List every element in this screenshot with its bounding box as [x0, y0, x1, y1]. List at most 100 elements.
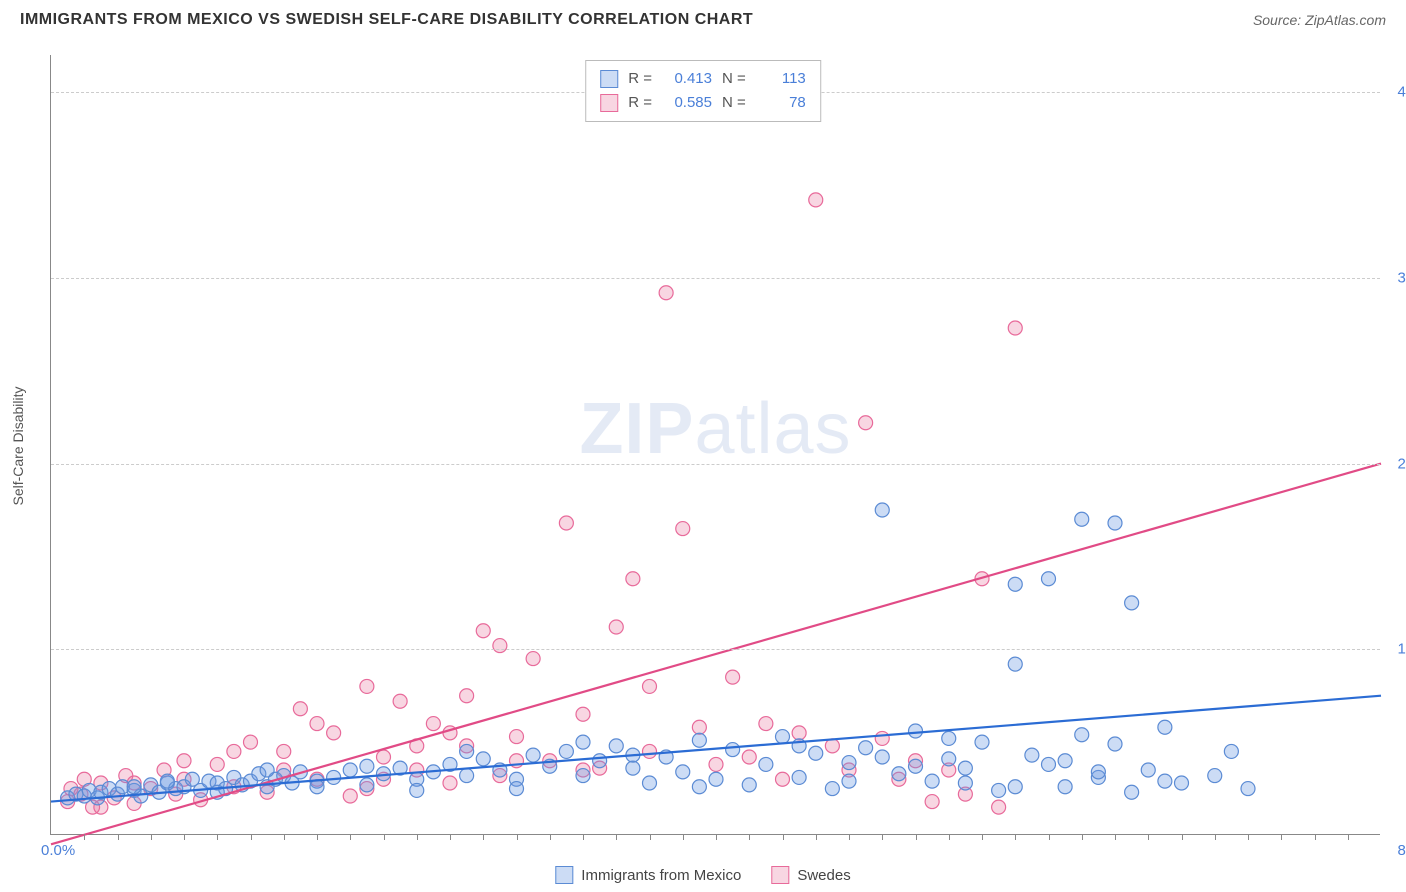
- data-point-blue: [127, 780, 141, 794]
- data-point-pink: [476, 624, 490, 638]
- data-point-blue: [476, 752, 490, 766]
- data-point-blue: [1125, 785, 1139, 799]
- data-point-blue: [1158, 720, 1172, 734]
- y-axis-label: Self-Care Disability: [10, 386, 26, 505]
- data-point-blue: [1058, 754, 1072, 768]
- data-point-blue: [460, 744, 474, 758]
- data-point-blue: [343, 763, 357, 777]
- data-point-pink: [692, 720, 706, 734]
- x-tick: [1049, 834, 1050, 840]
- x-tick: [1215, 834, 1216, 840]
- data-point-blue: [1125, 596, 1139, 610]
- legend-stats-row-blue: R = 0.413 N = 113: [600, 67, 806, 91]
- data-point-blue: [410, 783, 424, 797]
- data-point-blue: [709, 772, 723, 786]
- data-point-blue: [1208, 769, 1222, 783]
- x-tick: [284, 834, 285, 840]
- legend-r-label: R =: [628, 67, 652, 91]
- x-tick: [1115, 834, 1116, 840]
- data-point-blue: [576, 769, 590, 783]
- x-tick: [483, 834, 484, 840]
- data-point-pink: [825, 739, 839, 753]
- legend-r-value-pink: 0.585: [662, 91, 712, 115]
- x-tick: [916, 834, 917, 840]
- data-point-pink: [510, 730, 524, 744]
- data-point-blue: [1025, 748, 1039, 762]
- data-point-pink: [643, 744, 657, 758]
- grid-line: [51, 649, 1380, 650]
- data-point-blue: [360, 759, 374, 773]
- legend-n-value-pink: 78: [756, 91, 806, 115]
- data-point-blue: [842, 756, 856, 770]
- data-point-blue: [892, 767, 906, 781]
- x-tick: [683, 834, 684, 840]
- legend-swatch-blue: [555, 866, 573, 884]
- data-point-pink: [493, 639, 507, 653]
- data-point-pink: [360, 679, 374, 693]
- y-tick-label: 20.0%: [1397, 455, 1406, 472]
- chart-container: IMMIGRANTS FROM MEXICO VS SWEDISH SELF-C…: [0, 0, 1406, 892]
- legend-item-pink: Swedes: [771, 866, 850, 884]
- data-point-pink: [792, 726, 806, 740]
- y-tick-label: 10.0%: [1397, 641, 1406, 658]
- data-point-blue: [1175, 776, 1189, 790]
- data-point-blue: [776, 730, 790, 744]
- x-tick: [217, 834, 218, 840]
- y-tick-label: 30.0%: [1397, 269, 1406, 286]
- data-point-blue: [842, 774, 856, 788]
- x-tick: [417, 834, 418, 840]
- data-point-blue: [792, 770, 806, 784]
- data-point-pink: [393, 694, 407, 708]
- x-tick-label: 0.0%: [41, 842, 75, 859]
- data-point-blue: [909, 724, 923, 738]
- x-tick: [1348, 834, 1349, 840]
- data-point-pink: [244, 735, 258, 749]
- data-point-pink: [742, 750, 756, 764]
- legend-item-blue: Immigrants from Mexico: [555, 866, 741, 884]
- data-point-pink: [925, 795, 939, 809]
- legend-label-blue: Immigrants from Mexico: [581, 867, 741, 884]
- data-point-pink: [576, 707, 590, 721]
- data-point-blue: [1075, 728, 1089, 742]
- data-point-pink: [809, 193, 823, 207]
- chart-svg: [51, 55, 1380, 834]
- data-point-pink: [293, 702, 307, 716]
- data-point-pink: [1008, 321, 1022, 335]
- data-point-pink: [559, 516, 573, 530]
- data-point-pink: [643, 679, 657, 693]
- data-point-pink: [659, 286, 673, 300]
- x-tick: [616, 834, 617, 840]
- data-point-blue: [609, 739, 623, 753]
- x-tick: [1281, 834, 1282, 840]
- y-tick-label: 40.0%: [1397, 84, 1406, 101]
- x-tick: [550, 834, 551, 840]
- data-point-pink: [859, 416, 873, 430]
- data-point-pink: [277, 744, 291, 758]
- data-point-blue: [526, 748, 540, 762]
- data-point-blue: [942, 731, 956, 745]
- data-point-blue: [626, 761, 640, 775]
- data-point-blue: [909, 759, 923, 773]
- legend-r-value-blue: 0.413: [662, 67, 712, 91]
- data-point-blue: [992, 783, 1006, 797]
- plot-area: ZIPatlas 10.0%20.0%30.0%40.0%0.0%80.0%: [50, 55, 1380, 835]
- x-tick: [384, 834, 385, 840]
- data-point-blue: [759, 757, 773, 771]
- x-tick: [151, 834, 152, 840]
- data-point-blue: [825, 782, 839, 796]
- x-tick: [1015, 834, 1016, 840]
- data-point-pink: [709, 757, 723, 771]
- data-point-pink: [759, 717, 773, 731]
- data-point-pink: [875, 731, 889, 745]
- data-point-pink: [609, 620, 623, 634]
- data-point-blue: [1075, 512, 1089, 526]
- data-point-blue: [958, 776, 972, 790]
- data-point-blue: [875, 750, 889, 764]
- data-point-blue: [1058, 780, 1072, 794]
- x-tick: [84, 834, 85, 840]
- data-point-pink: [210, 757, 224, 771]
- x-tick: [184, 834, 185, 840]
- data-point-blue: [726, 743, 740, 757]
- legend-stats-row-pink: R = 0.585 N = 78: [600, 91, 806, 115]
- data-point-blue: [692, 733, 706, 747]
